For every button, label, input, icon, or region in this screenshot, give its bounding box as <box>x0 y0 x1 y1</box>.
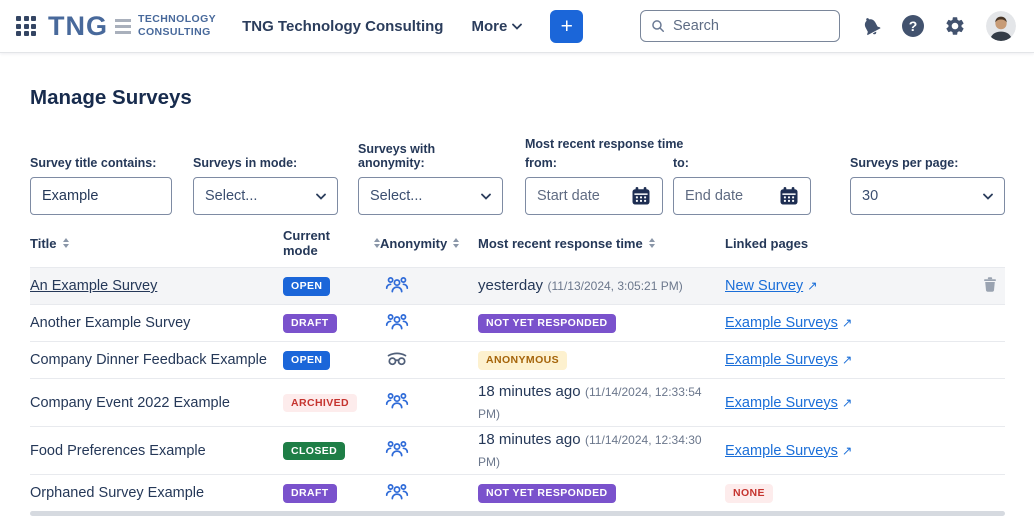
to-label: to: <box>673 156 689 170</box>
title-filter-label: Survey title contains: <box>30 156 157 170</box>
create-button[interactable]: + <box>550 9 584 43</box>
header-response-time[interactable]: Most recent response time <box>478 236 725 251</box>
nav-more-menu[interactable]: More <box>471 18 523 35</box>
linked-page-link[interactable]: New Survey <box>725 278 804 294</box>
page-title: Manage Surveys <box>30 86 192 109</box>
external-link-icon[interactable]: ↗ <box>807 279 818 293</box>
calendar-icon[interactable] <box>779 186 799 206</box>
users-group-icon <box>385 313 409 329</box>
survey-title[interactable]: Company Event 2022 Example <box>30 394 230 411</box>
table-row: Orphaned Survey Example DRAFT NOT YET RE… <box>30 474 1005 511</box>
external-link-icon[interactable]: ↗ <box>841 353 853 367</box>
response-status-badge: NOT YET RESPONDED <box>478 314 616 333</box>
tng-logo[interactable]: TNG TECHNOLOGY CONSULTING <box>48 10 217 41</box>
start-date-input[interactable]: Start date <box>525 177 663 215</box>
mode-badge: DRAFT <box>283 484 337 503</box>
per-page-select[interactable]: 30 <box>850 177 1005 215</box>
chevron-down-icon <box>316 193 326 200</box>
sort-icon <box>648 238 655 248</box>
incognito-glasses-icon <box>387 352 407 365</box>
table-row: Food Preferences Example CLOSED 18 minut… <box>30 426 1005 474</box>
mode-filter-select[interactable]: Select... <box>193 177 338 215</box>
table-row: Another Example Survey DRAFT NOT YET RES… <box>30 304 1005 341</box>
header-current-mode[interactable]: Current mode <box>283 228 380 258</box>
survey-title-link[interactable]: An Example Survey <box>30 278 158 294</box>
header-title[interactable]: Title <box>30 236 283 251</box>
table-row: An Example Survey OPEN yesterday (11/13/… <box>30 267 1005 304</box>
logo-bars <box>115 18 131 34</box>
header-linked-pages: Linked pages <box>725 235 809 251</box>
linked-none-badge: NONE <box>725 484 773 503</box>
navbar-right: ? <box>640 10 1016 42</box>
survey-title[interactable]: Company Dinner Feedback Example <box>30 352 267 368</box>
notifications-bell-icon[interactable] <box>860 15 882 37</box>
sort-icon <box>374 238 380 248</box>
plus-icon: + <box>560 14 573 38</box>
calendar-icon[interactable] <box>631 186 651 206</box>
top-navbar: TNG TECHNOLOGY CONSULTING TNG Technology… <box>0 0 1034 53</box>
filter-bar: Survey title contains: Surveys in mode: … <box>30 137 1005 215</box>
search-box[interactable] <box>640 10 840 42</box>
linked-page-link[interactable]: Example Surveys <box>725 442 838 459</box>
user-avatar[interactable] <box>986 11 1016 41</box>
chevron-down-icon <box>512 23 523 30</box>
mode-badge: OPEN <box>283 277 331 296</box>
end-date-input[interactable]: End date <box>673 177 811 215</box>
linked-page-link[interactable]: Example Surveys <box>725 352 838 368</box>
surveys-table: Title Current mode Anonymity Most recent… <box>30 228 1005 516</box>
logo-tng-text: TNG <box>48 10 108 41</box>
search-icon <box>652 20 665 33</box>
mode-filter-label: Surveys in mode: <box>193 156 298 170</box>
chevron-down-icon <box>983 193 993 200</box>
survey-title[interactable]: Orphaned Survey Example <box>30 485 205 501</box>
response-status-badge: ANONYMOUS <box>478 351 568 370</box>
response-time: 18 minutes ago (11/14/2024, 12:33:54 PM) <box>478 382 702 421</box>
response-status-badge: NOT YET RESPONDED <box>478 484 616 503</box>
response-time-filter-label: Most recent response time <box>525 137 684 151</box>
response-time: yesterday (11/13/2024, 3:05:21 PM) <box>478 277 683 295</box>
table-row: Company Dinner Feedback Example OPEN ANO… <box>30 341 1005 378</box>
linked-page-link[interactable]: Example Surveys <box>725 315 838 331</box>
delete-trash-icon[interactable] <box>981 275 999 298</box>
nav-space-link[interactable]: TNG Technology Consulting <box>242 17 444 35</box>
from-label: from: <box>525 156 557 170</box>
nav-links: TNG Technology Consulting More + <box>242 9 584 43</box>
mode-badge: OPEN <box>283 351 331 370</box>
users-group-icon <box>385 276 409 292</box>
external-link-icon[interactable]: ↗ <box>841 395 853 410</box>
logo-subtitle: TECHNOLOGY CONSULTING <box>138 12 217 38</box>
anonymity-filter-label: Surveys with anonymity: <box>358 142 436 170</box>
table-row: Company Event 2022 Example ARCHIVED 18 m… <box>30 378 1005 426</box>
survey-title[interactable]: Another Example Survey <box>30 315 191 331</box>
sort-icon <box>62 238 69 248</box>
per-page-label: Surveys per page: <box>850 156 959 170</box>
mode-badge: CLOSED <box>283 441 346 461</box>
sort-icon <box>453 238 460 248</box>
title-filter-input[interactable] <box>30 177 172 215</box>
mode-badge: ARCHIVED <box>283 393 358 413</box>
help-icon[interactable]: ? <box>902 15 924 37</box>
anonymity-filter-select[interactable]: Select... <box>358 177 503 215</box>
users-group-icon <box>385 393 409 409</box>
table-bottom-scrollbar[interactable] <box>30 511 1005 516</box>
response-time: 18 minutes ago (11/14/2024, 12:34:30 PM) <box>478 430 702 469</box>
mode-badge: DRAFT <box>283 314 337 333</box>
table-header-row: Title Current mode Anonymity Most recent… <box>30 228 1005 267</box>
settings-gear-icon[interactable] <box>944 15 966 37</box>
survey-title[interactable]: Food Preferences Example <box>30 442 206 459</box>
linked-page-link[interactable]: Example Surveys <box>725 394 838 411</box>
main-content: Manage Surveys Survey title contains: Su… <box>0 86 1034 516</box>
header-anonymity[interactable]: Anonymity <box>380 236 478 251</box>
users-group-icon <box>385 483 409 499</box>
search-input[interactable] <box>673 18 829 34</box>
chevron-down-icon <box>481 193 491 200</box>
external-link-icon[interactable]: ↗ <box>841 316 853 330</box>
external-link-icon[interactable]: ↗ <box>841 443 853 458</box>
users-group-icon <box>385 441 409 457</box>
app-grid-icon[interactable] <box>16 16 36 36</box>
